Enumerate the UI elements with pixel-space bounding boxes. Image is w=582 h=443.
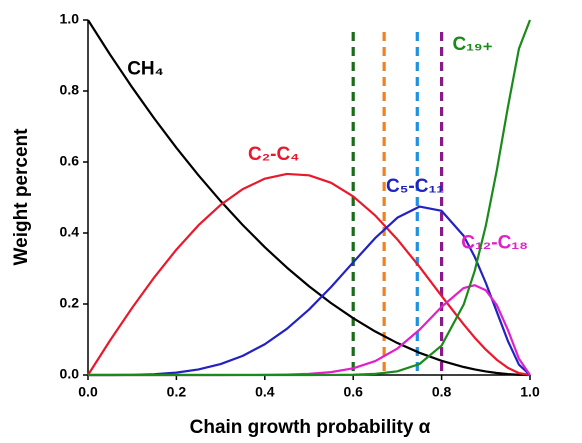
- series-label: C₁₉₊: [452, 34, 492, 55]
- y-tick-label: 0.0: [60, 366, 80, 382]
- y-tick-label: 1.0: [60, 11, 80, 27]
- x-tick-label: 0.0: [78, 384, 98, 400]
- x-axis-title: Chain growth probability α: [190, 417, 431, 438]
- series-line: [87, 172, 531, 377]
- y-tick-label: 0.6: [60, 153, 80, 169]
- series-label: C₅-C₁₁: [386, 176, 444, 197]
- series-label: CH₄: [127, 59, 164, 80]
- x-tick-label: 0.6: [343, 384, 363, 400]
- series-line: [87, 19, 531, 377]
- x-tick-label: 0.8: [432, 384, 452, 400]
- series-label: C₂-C₄: [248, 144, 299, 165]
- y-axis-title: Weight percent: [11, 128, 32, 266]
- x-tick-label: 0.2: [167, 384, 187, 400]
- y-tick-label: 0.8: [60, 82, 80, 98]
- series-label: C₁₂-C₁₈: [461, 233, 528, 254]
- series-line: [88, 19, 532, 377]
- x-tick-label: 0.4: [255, 384, 275, 400]
- series-line: [88, 205, 531, 377]
- y-tick-label: 0.4: [60, 224, 80, 240]
- y-tick-label: 0.2: [60, 295, 80, 311]
- x-tick-label: 1.0: [520, 384, 540, 400]
- series-line: [88, 284, 531, 377]
